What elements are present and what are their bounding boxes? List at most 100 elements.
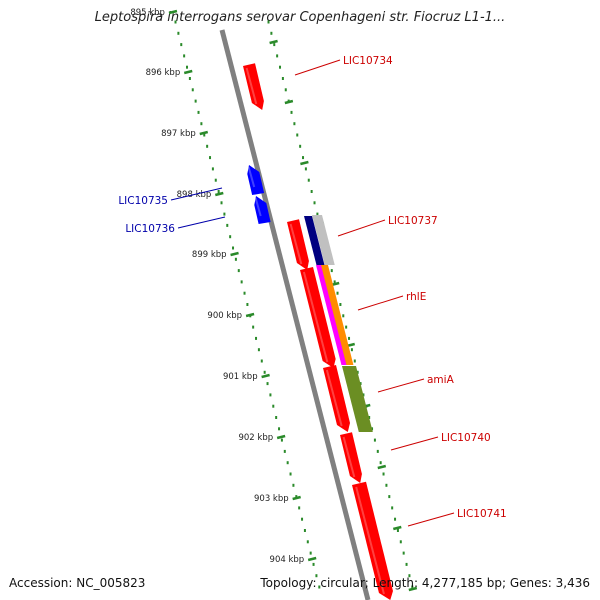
tick-label: 900 kbp	[207, 311, 242, 321]
ruler-dot	[200, 122, 203, 126]
ruler-dot	[183, 54, 186, 58]
major-tick	[183, 69, 193, 75]
gene-label-amiA[interactable]: amiA	[427, 374, 455, 386]
ruler-dot	[304, 167, 307, 171]
ruler-dot	[402, 551, 405, 555]
ruler-dot	[333, 280, 336, 284]
gene-LIC10741[interactable]	[352, 481, 393, 600]
ruler-dot	[373, 438, 376, 442]
ruler-dot	[214, 178, 217, 182]
ruler-dot	[385, 483, 388, 487]
gene-label-LIC10740[interactable]: LIC10740	[441, 432, 491, 444]
ruler-dot	[296, 133, 299, 137]
ruler-dot	[289, 472, 292, 476]
ruler-dot	[382, 472, 385, 476]
ruler-dot	[307, 178, 310, 182]
ruler-dot	[312, 562, 315, 566]
ruler-dot	[293, 122, 296, 126]
ruler-dot	[217, 190, 220, 193]
ruler-dot	[353, 359, 356, 363]
ruler-dot	[290, 110, 293, 114]
ruler-dot	[263, 370, 266, 374]
gene-amiA[interactable]	[323, 365, 350, 432]
ruler-dot	[180, 43, 183, 47]
ruler-dot	[310, 190, 313, 193]
ruler-dot	[252, 325, 255, 329]
ruler-dot	[359, 382, 362, 386]
ruler-dot	[388, 495, 391, 499]
gene-label-LIC10737[interactable]: LIC10737	[388, 215, 438, 227]
gene-LIC10736[interactable]	[254, 196, 271, 224]
label-leader	[357, 295, 404, 311]
ruler-dot	[283, 449, 286, 453]
ruler-dot	[298, 506, 301, 510]
gene-LIC10734[interactable]	[243, 63, 264, 110]
gene-label-LIC10734[interactable]: LIC10734	[343, 55, 393, 67]
ruler-dot	[243, 291, 246, 295]
ruler-dot	[299, 144, 302, 148]
ruler-dot	[318, 585, 321, 589]
ruler-dot	[270, 31, 273, 35]
gene-LIC10740[interactable]	[340, 432, 362, 483]
ruler-dot	[368, 416, 371, 419]
gene-rhlE[interactable]	[300, 267, 336, 368]
ruler-dot	[350, 348, 353, 352]
ruler-dot	[315, 574, 318, 578]
tick-label: 903 kbp	[254, 494, 289, 504]
major-tick	[245, 312, 255, 318]
gene-highlight	[247, 166, 256, 188]
gene-label-LIC10736[interactable]: LIC10736	[125, 223, 175, 235]
ruler-dot	[391, 506, 394, 510]
ruler-dot	[313, 201, 316, 205]
gene-LIC10735[interactable]	[247, 165, 265, 195]
feature-orange-band	[319, 265, 354, 365]
ruler-dot	[348, 336, 351, 340]
gene-LIC10737[interactable]	[287, 219, 309, 270]
feature-track	[304, 215, 373, 432]
ruler-dot	[281, 77, 284, 80]
ruler-dot	[211, 167, 214, 171]
major-tick	[214, 191, 224, 197]
gene-label-rhlE[interactable]: rhlE	[406, 291, 426, 303]
gene-highlight	[325, 369, 343, 427]
ruler-dot	[371, 427, 374, 431]
ruler-dot	[276, 54, 279, 58]
ruler-dot	[246, 303, 249, 306]
ruler-dot	[177, 31, 180, 35]
feature-navy-band	[304, 216, 325, 266]
ruler-dot	[237, 269, 240, 273]
major-tick	[300, 160, 309, 166]
ruler-dot	[286, 461, 289, 465]
gene-highlight	[302, 271, 329, 363]
major-tick	[284, 99, 294, 105]
ruler-dot	[191, 88, 194, 92]
ruler-dot	[342, 314, 345, 318]
gene-highlight	[289, 223, 303, 265]
tick-label: 902 kbp	[238, 433, 273, 443]
ruler-dot	[284, 88, 287, 92]
ruler-dot	[232, 246, 235, 250]
gene-label-LIC10741[interactable]: LIC10741	[457, 508, 507, 520]
ruler-dot	[255, 336, 258, 340]
ruler-dot	[206, 144, 209, 148]
map-title: Leptospira interrogans serovar Copenhage…	[94, 10, 506, 25]
ruler-dot	[306, 540, 309, 544]
major-tick	[261, 373, 270, 379]
ruler-dot	[188, 77, 191, 80]
ruler-dot	[292, 483, 295, 487]
major-tick	[168, 9, 178, 15]
ruler-dot	[396, 529, 399, 532]
label-leader	[294, 59, 341, 76]
major-tick	[269, 39, 278, 45]
ruler-dot	[273, 43, 276, 47]
tick-label: 904 kbp	[270, 555, 305, 565]
ruler-dot	[301, 517, 304, 521]
ruler-dot	[356, 370, 359, 374]
major-tick	[307, 556, 317, 562]
major-tick	[199, 130, 209, 136]
ruler-dot	[339, 303, 342, 306]
tick-label: 899 kbp	[192, 250, 227, 260]
gene-label-LIC10735[interactable]: LIC10735	[118, 195, 168, 207]
ruler-dot	[240, 280, 243, 284]
